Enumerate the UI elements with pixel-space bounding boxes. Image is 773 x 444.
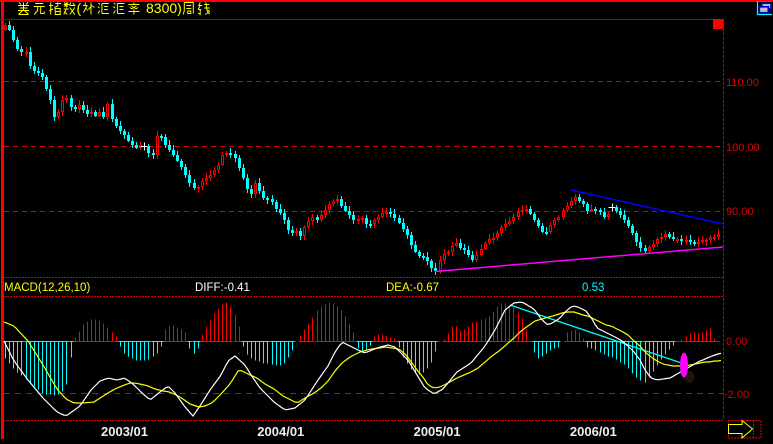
svg-text:2003/01: 2003/01 [101,424,148,439]
svg-text:MACD(12,26,10): MACD(12,26,10) [4,282,90,294]
svg-text:2004/01: 2004/01 [257,424,304,439]
svg-text:100.00: 100.00 [726,142,760,154]
svg-text:(: ( [77,0,82,16]
svg-text:DIFF:-0.41: DIFF:-0.41 [195,282,250,294]
svg-text:0.00: 0.00 [726,336,747,348]
svg-text:2005/01: 2005/01 [414,424,461,439]
svg-text:0.53: 0.53 [582,282,604,294]
svg-text:DEA:-0.67: DEA:-0.67 [386,282,439,294]
svg-text:-2.00: -2.00 [724,389,749,401]
svg-text:90.00: 90.00 [726,206,754,218]
svg-text:2006/01: 2006/01 [570,424,617,439]
svg-text:8300): 8300) [146,0,182,16]
svg-text:110.00: 110.00 [726,77,759,89]
